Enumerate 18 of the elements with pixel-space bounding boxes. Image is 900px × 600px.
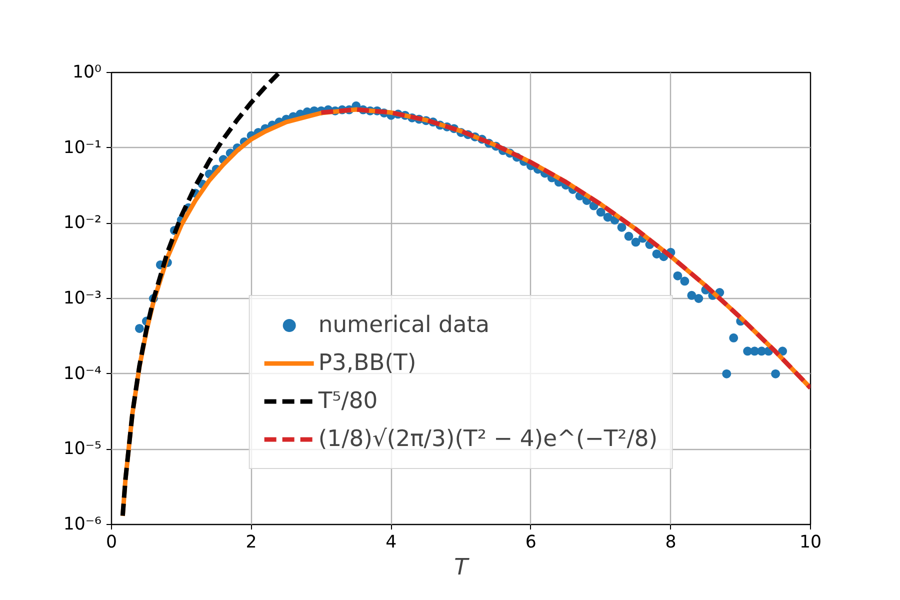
legend-label: P3,BB(T) xyxy=(318,350,416,376)
legend-label: (1/8)√(2π/3)(T² − 4)e^(−T²/8) xyxy=(318,426,658,452)
x-tick-label: 4 xyxy=(386,532,397,552)
x-tick-label: 2 xyxy=(246,532,257,552)
legend-label: T⁵/80 xyxy=(318,388,378,414)
y-tick-label: 10⁻³ xyxy=(63,288,102,308)
x-axis-title: T xyxy=(454,554,470,580)
y-tick-label: 10⁰ xyxy=(72,62,102,82)
y-tick-label: 10⁻⁵ xyxy=(63,439,102,460)
y-tick-label: 10⁻⁴ xyxy=(63,364,102,384)
y-tick-label: 10⁻¹ xyxy=(63,138,102,158)
legend-label: numerical data xyxy=(318,312,490,338)
x-tick-label: 6 xyxy=(525,532,536,552)
x-tick-label: 10 xyxy=(799,532,822,552)
y-tick-label: 10⁻⁶ xyxy=(63,514,102,534)
y-tick-label: 10⁻² xyxy=(63,213,102,234)
x-tick-label: 8 xyxy=(665,532,676,552)
x-tick-label: 0 xyxy=(106,532,118,552)
